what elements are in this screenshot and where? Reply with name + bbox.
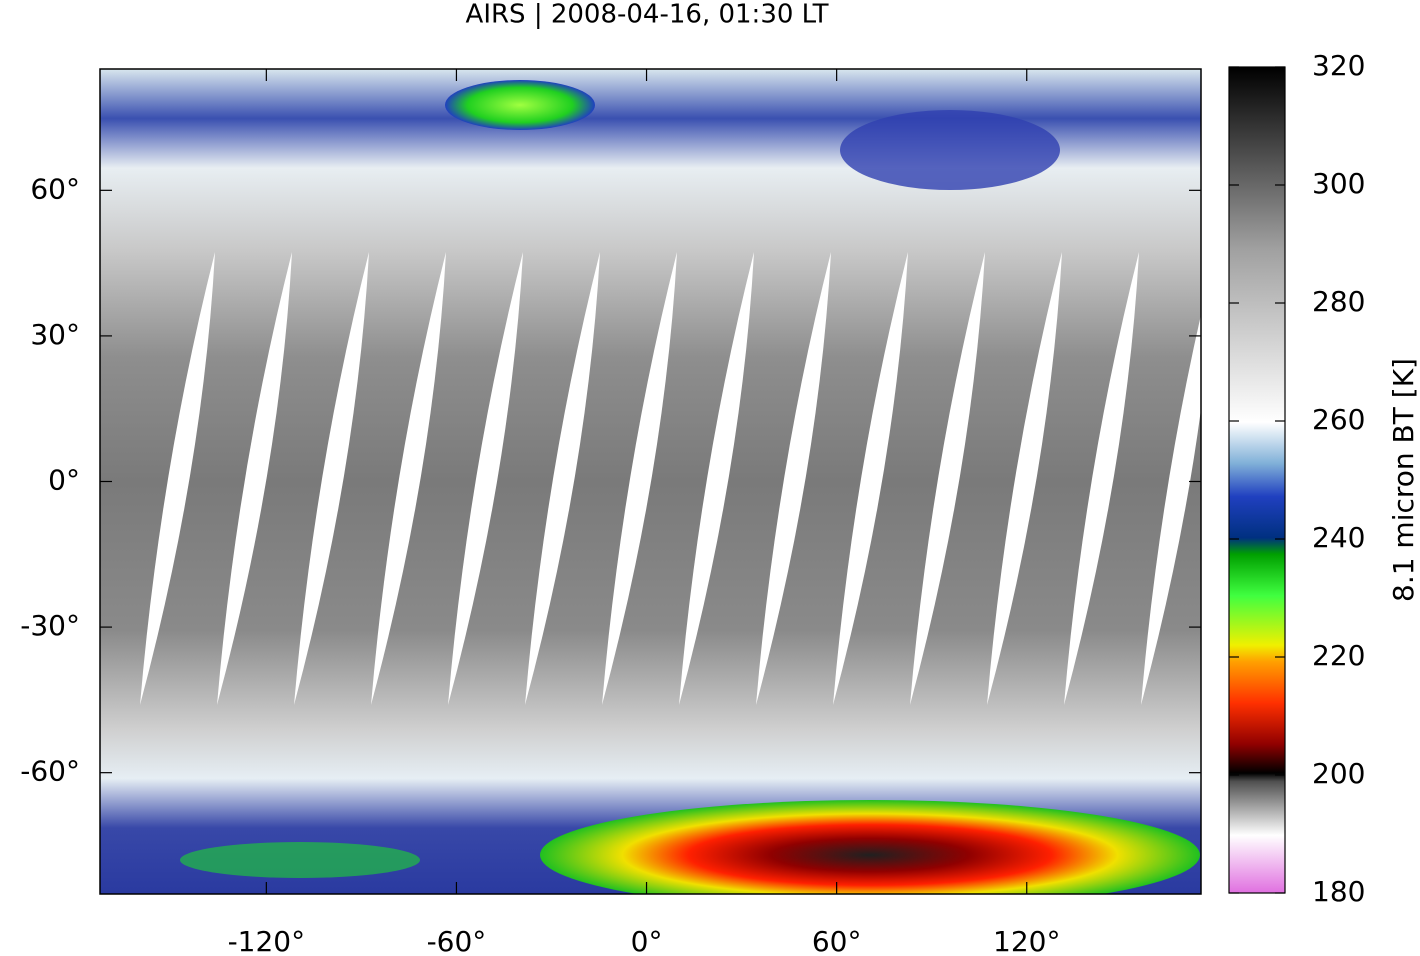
colorbar bbox=[1228, 66, 1286, 894]
colorbar-tick-label: 220 bbox=[1312, 639, 1365, 672]
colorbar-tick-label: 240 bbox=[1312, 521, 1365, 554]
y-tick-label: 0° bbox=[48, 464, 80, 497]
swath-gap bbox=[371, 252, 446, 705]
map-title: AIRS | 2008-04-16, 01:30 LT bbox=[466, 0, 829, 30]
map-image bbox=[100, 69, 1201, 894]
swath-gap bbox=[756, 252, 831, 705]
y-tick-label: 60° bbox=[30, 172, 80, 205]
colorbar-tick-label: 180 bbox=[1312, 875, 1365, 908]
colorbar-tick-label: 260 bbox=[1312, 403, 1365, 436]
swath-gap bbox=[679, 252, 754, 705]
y-tick-label: -30° bbox=[20, 609, 80, 642]
swath-gap bbox=[910, 252, 985, 705]
swath-gap bbox=[294, 252, 369, 705]
x-tick-label: 60° bbox=[812, 925, 862, 956]
swath-gap bbox=[1141, 314, 1201, 705]
swath-gap bbox=[1064, 252, 1139, 705]
swath-gap bbox=[987, 252, 1062, 705]
x-tick-label: 0° bbox=[631, 925, 663, 956]
colorbar-tick-label: 300 bbox=[1312, 167, 1365, 200]
colorbar-label: 8.1 micron BT [K] bbox=[1387, 358, 1420, 602]
swath-gap bbox=[448, 252, 523, 705]
swath-gap bbox=[140, 252, 215, 705]
colorbar-tick-label: 280 bbox=[1312, 285, 1365, 318]
swath-gap bbox=[833, 252, 908, 705]
colorbar-tick-label: 200 bbox=[1312, 757, 1365, 790]
swath-gap bbox=[525, 252, 600, 705]
x-tick-label: 120° bbox=[993, 925, 1060, 956]
x-tick-label: -60° bbox=[427, 925, 487, 956]
colorbar-tick-label: 320 bbox=[1312, 49, 1365, 82]
swath-gap bbox=[602, 252, 677, 705]
y-tick-label: 30° bbox=[30, 318, 80, 351]
y-tick-label: -60° bbox=[20, 755, 80, 788]
x-tick-label: -120° bbox=[228, 925, 306, 956]
swath-gap bbox=[217, 252, 292, 705]
